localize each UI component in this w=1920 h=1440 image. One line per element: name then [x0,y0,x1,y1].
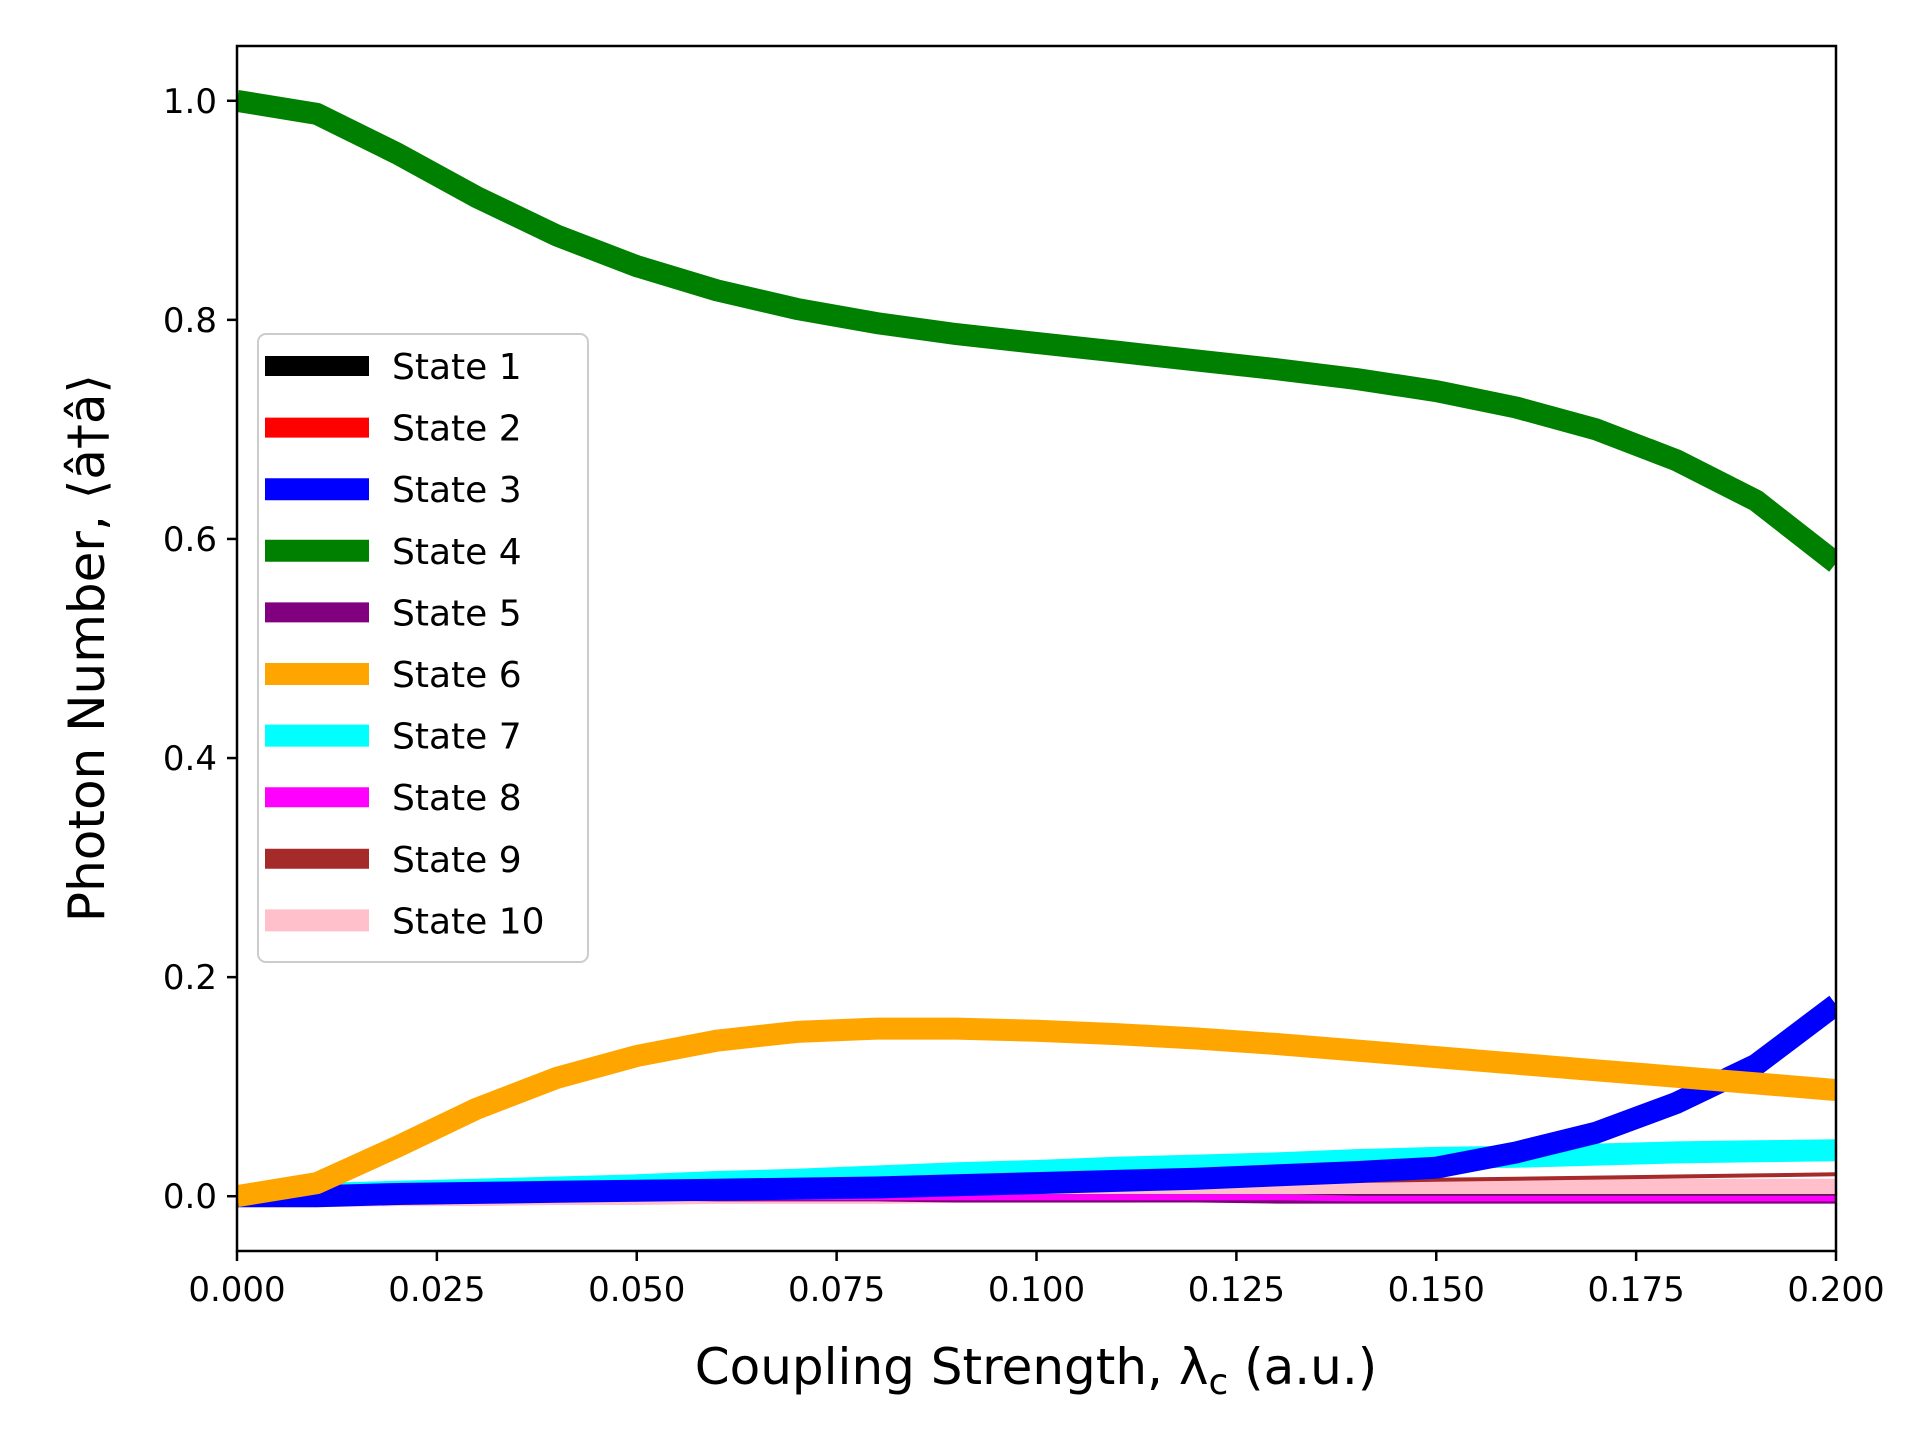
y-axis: 0.0 0.2 0.4 0.6 0.8 1.0 [163,82,237,1217]
y-tick-label: 0.6 [163,520,217,560]
x-tick-label: 0.075 [788,1270,885,1310]
legend-label-state-8: State 8 [392,778,522,819]
series-layer [237,89,1836,1208]
x-tick-label: 0.150 [1388,1270,1485,1310]
x-tick-label: 0.175 [1587,1270,1684,1310]
x-axis-title-subscript: c [1208,1362,1228,1403]
x-tick-label: 0.100 [988,1270,1085,1310]
x-tick-label: 0.125 [1188,1270,1285,1310]
legend-label-state-4: State 4 [392,532,522,573]
legend-label-state-1: State 1 [392,347,522,388]
y-tick-label: 0.2 [163,958,217,998]
legend-label-state-6: State 6 [392,655,522,696]
legend-label-state-5: State 5 [392,593,522,634]
y-tick-label: 0.8 [163,301,217,341]
series-line-state-6 [237,1017,1836,1208]
y-tick-label: 1.0 [163,82,217,122]
x-tick-label: 0.050 [588,1270,685,1310]
legend-label-state-7: State 7 [392,717,522,758]
legend-label-state-2: State 2 [392,409,522,450]
legend: State 1 State 2 State 3 State 4 State 5 State… [257,333,589,963]
legend-label-state-10: State 10 [392,901,545,942]
series-line-state-3 [237,995,1836,1208]
x-axis-title-suffix: (a.u.) [1228,1338,1377,1396]
x-axis-title-main: Coupling Strength, λ [695,1338,1209,1396]
x-axis-title: Coupling Strength, λc (a.u.) [695,1338,1378,1403]
y-tick-label: 0.4 [163,739,217,779]
series-line-state-4 [237,89,1836,572]
x-tick-label: 0.200 [1787,1270,1884,1310]
y-axis-title: Photon Number, ⟨â†â⟩ [58,374,116,922]
legend-label-state-9: State 9 [392,840,522,881]
x-tick-label: 0.025 [388,1270,485,1310]
legend-label-state-3: State 3 [392,470,522,511]
x-axis: 0.000 0.025 0.050 0.075 0.100 0.125 0.150 0.175… [188,1251,1885,1310]
y-tick-label: 0.0 [163,1177,217,1217]
x-tick-label: 0.000 [188,1270,285,1310]
legend-items: State 1 State 2 State 3 State 4 State 5 State… [265,347,545,942]
